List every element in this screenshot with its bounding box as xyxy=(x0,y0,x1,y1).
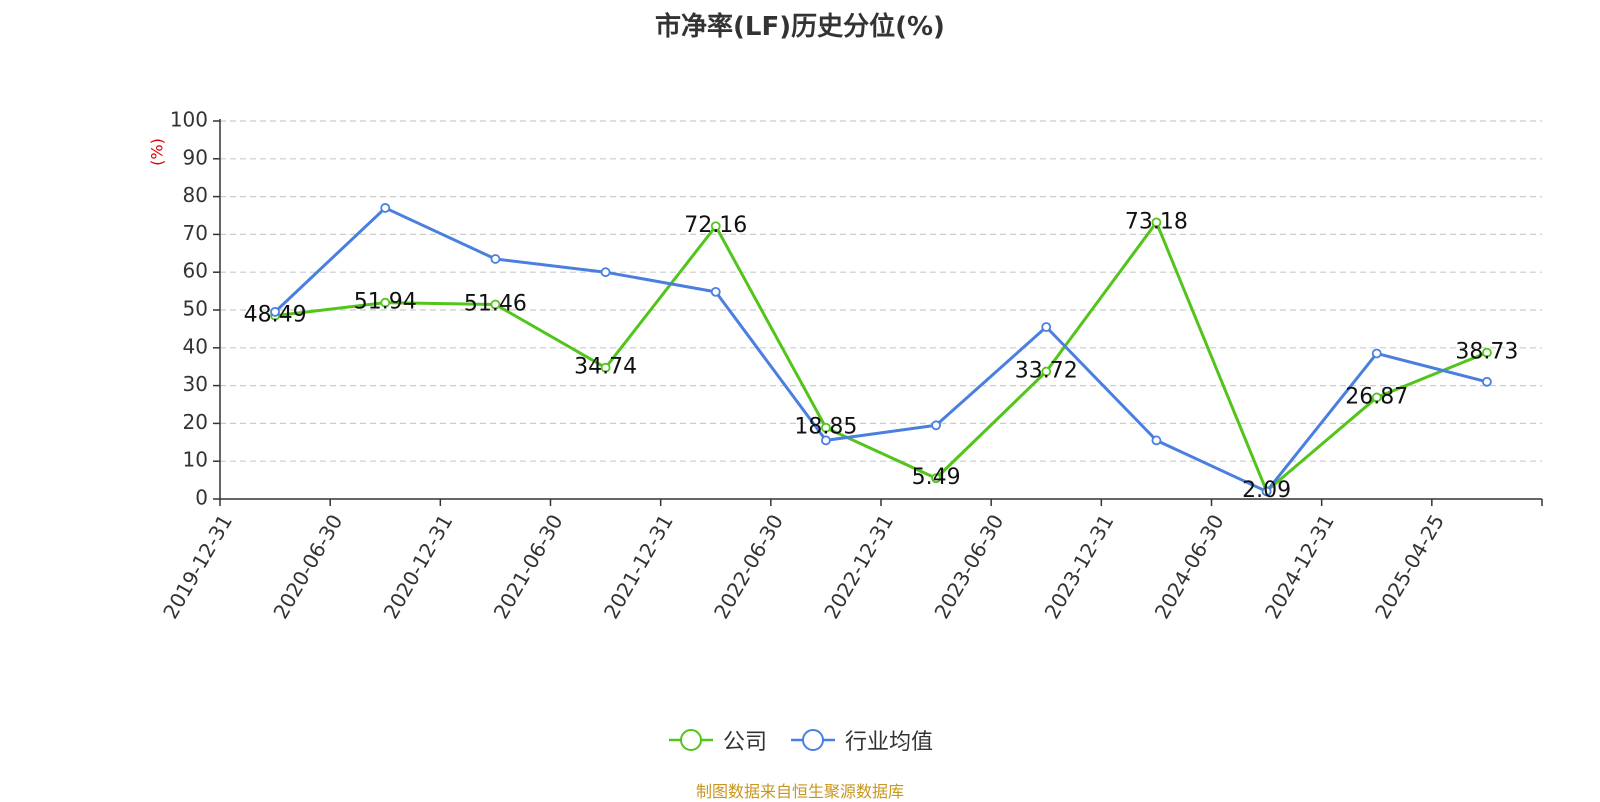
y-tick-label: 60 xyxy=(183,259,208,283)
data-point xyxy=(490,299,501,310)
data-point xyxy=(1151,435,1162,446)
grid-lines xyxy=(220,120,1542,462)
data-point xyxy=(1151,217,1162,228)
legend-item[interactable]: 行业均值 xyxy=(789,724,933,756)
y-tick-label: 0 xyxy=(195,486,208,510)
data-point xyxy=(1261,486,1272,497)
data-source-note: 制图数据来自恒生聚源数据库 xyxy=(695,782,904,801)
data-point xyxy=(600,362,611,373)
x-tick-label: 2023-06-30 xyxy=(929,510,1008,623)
y-tick-label: 90 xyxy=(183,145,208,169)
y-tick-label: 10 xyxy=(183,448,208,472)
legend-line-circle-icon xyxy=(668,729,713,751)
data-point xyxy=(821,435,831,446)
x-tick-label: 2024-12-31 xyxy=(1260,510,1339,623)
data-label: 73.18 xyxy=(1125,209,1188,234)
data-label: 38.73 xyxy=(1455,340,1518,365)
chart-title: 市净率(LF)历史分位(%) xyxy=(655,12,945,42)
y-tick-label: 70 xyxy=(183,221,208,245)
y-axis-label: (%) xyxy=(148,138,167,166)
data-label: 51.46 xyxy=(464,291,527,316)
x-tick-label: 2021-12-31 xyxy=(599,510,678,623)
legend-label: 行业均值 xyxy=(845,730,934,755)
data-point xyxy=(931,420,941,431)
legend-line-circle-icon xyxy=(791,729,835,751)
x-tick-label: 2019-12-31 xyxy=(158,510,237,623)
x-tick-label: 2020-12-31 xyxy=(379,510,458,623)
x-tick-label: 2022-12-31 xyxy=(819,510,898,623)
data-point xyxy=(710,221,721,232)
data-point xyxy=(931,473,941,484)
legend-label: 公司 xyxy=(722,730,767,755)
data-point xyxy=(1041,366,1052,377)
data-point xyxy=(1041,322,1052,332)
data-label: 51.94 xyxy=(354,290,417,315)
data-point xyxy=(600,267,611,278)
data-point xyxy=(1482,376,1492,387)
data-point xyxy=(1371,348,1382,359)
x-tick-label: 2024-06-30 xyxy=(1150,510,1229,623)
data-label: 72.16 xyxy=(684,213,747,238)
data-label: 5.49 xyxy=(912,465,961,490)
data-label: 2.09 xyxy=(1242,478,1291,503)
data-point xyxy=(380,203,391,213)
data-point xyxy=(380,297,391,308)
data-label: 18.85 xyxy=(794,415,857,440)
series-lines xyxy=(270,203,1492,497)
y-tick-label: 100 xyxy=(170,108,208,132)
data-point xyxy=(710,286,721,297)
y-tick-label: 80 xyxy=(183,183,208,207)
x-tick-label: 2023-12-31 xyxy=(1040,510,1119,623)
x-tick-label: 2025-04-25 xyxy=(1370,510,1449,623)
y-tick-label: 50 xyxy=(183,297,208,321)
series-line-0 xyxy=(274,220,1488,493)
legend: 公司 行业均值 xyxy=(0,722,1600,758)
x-tick-label: 2021-06-30 xyxy=(489,510,568,623)
x-tick-label: 2022-06-30 xyxy=(709,510,788,623)
data-label: 34.74 xyxy=(574,355,637,380)
legend-item[interactable]: 公司 xyxy=(667,724,767,756)
series-line-1 xyxy=(274,206,1488,493)
data-point xyxy=(1482,347,1492,358)
data-label: 48.49 xyxy=(244,303,307,328)
data-point xyxy=(821,422,831,433)
x-tick-label: 2020-06-30 xyxy=(268,510,347,623)
data-label: 33.72 xyxy=(1015,359,1078,384)
y-tick-label: 30 xyxy=(183,372,208,396)
data-point xyxy=(1371,392,1382,403)
y-tick-label: 20 xyxy=(183,410,208,434)
data-label: 26.87 xyxy=(1345,384,1408,409)
y-tick-label: 40 xyxy=(183,334,208,358)
data-point xyxy=(490,254,501,264)
data-point xyxy=(270,306,280,317)
data-labels: 48.49 51.94 51.46 34.74 72.16 18.85 5.49 33.72 7… xyxy=(244,209,1519,503)
axes: 0 10 20 30 40 50 60 70 80 90 100 2019-12-31 2020-06-… xyxy=(158,108,1543,623)
